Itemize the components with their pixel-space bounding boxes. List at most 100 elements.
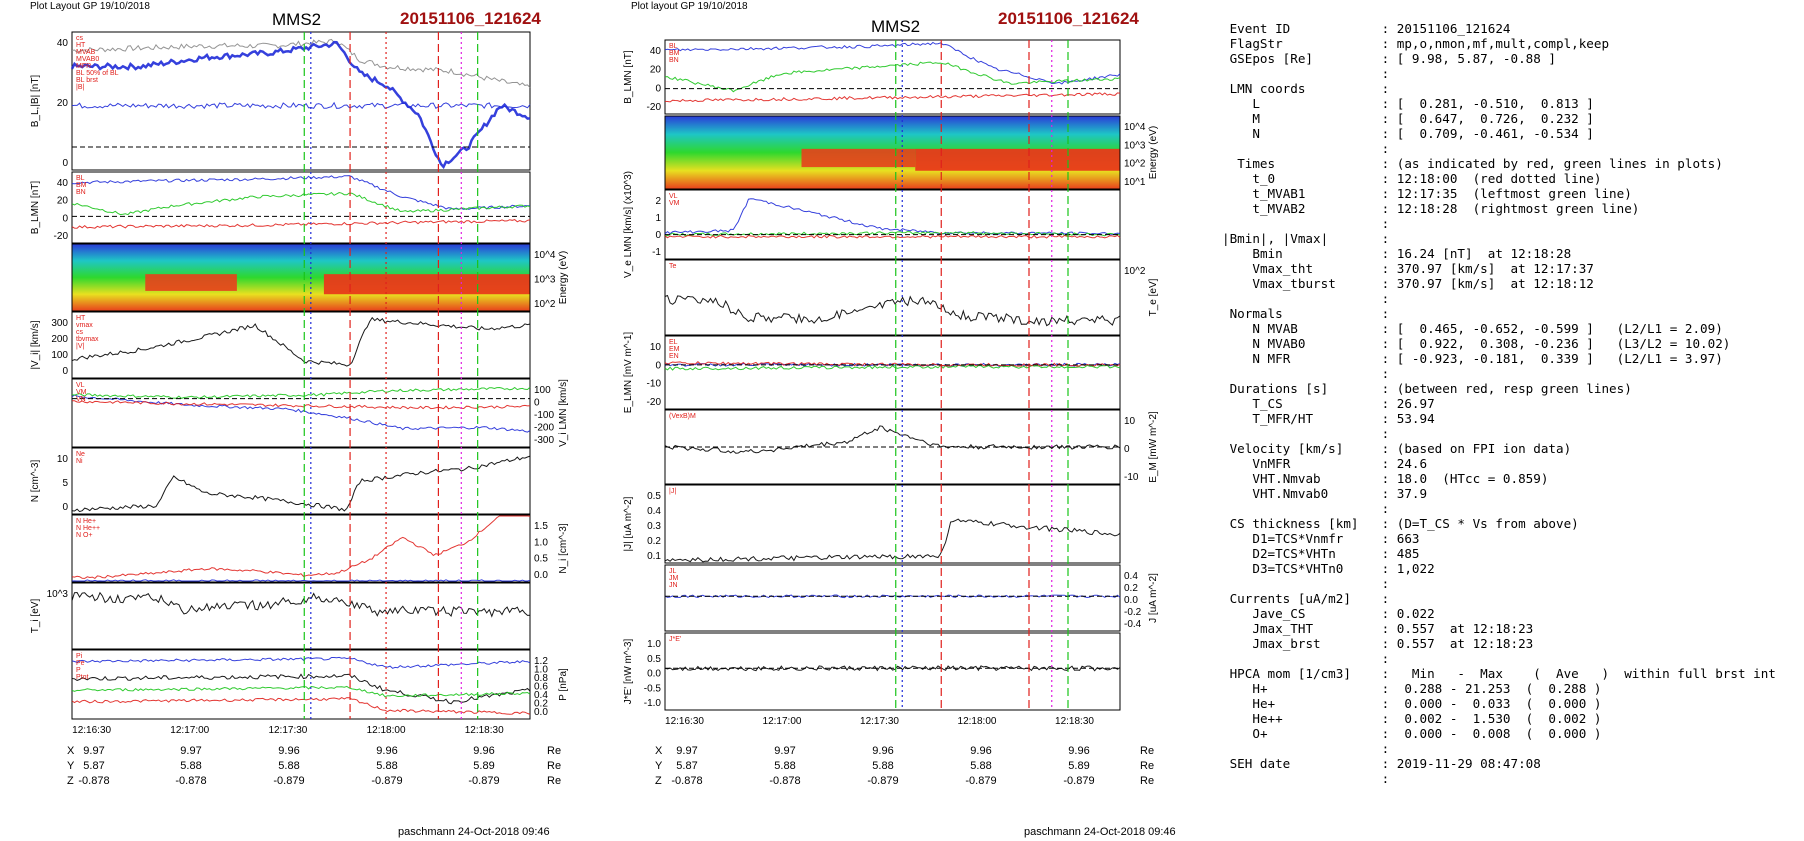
- info-value: :: [1381, 231, 1390, 246]
- info-label: N: [1252, 126, 1260, 141]
- info-label: O+: [1252, 726, 1268, 741]
- right-series-en: [664, 361, 1121, 367]
- right-ytick-label: 0: [655, 360, 661, 371]
- left-ytick-label: 1.5: [534, 521, 548, 532]
- info-row: M: [ 0.647, 0.726, 0.232 ]: [1222, 111, 1792, 126]
- info-value: : 0.002 - 1.530 ( 0.002 ): [1381, 711, 1602, 726]
- left-layout-label: Plot Layout GP 19/10/2018: [30, 1, 150, 12]
- right-spacecraft-title: MMS2: [871, 17, 921, 36]
- info-row: :: [1222, 366, 1792, 381]
- right-series-bn: [664, 92, 1121, 103]
- info-label: SEH date: [1229, 756, 1291, 771]
- info-value: : [ 0.922, 0.308, -0.236 ] (L3/L2 = 10.0…: [1381, 336, 1731, 351]
- info-value: : 20151106_121624: [1381, 21, 1511, 36]
- left-ytick-label: 200: [51, 334, 68, 345]
- left-series-vm: [71, 386, 531, 399]
- position-coord-label: X: [655, 745, 663, 757]
- left-ylabel: Energy (eV): [558, 251, 569, 304]
- info-row: VHT.Nmvab0: 37.9: [1222, 486, 1792, 501]
- left-spectrogram-band-2: [323, 274, 530, 295]
- right-ytick-label: 0.0: [647, 669, 661, 680]
- info-row: He+: 0.000 - 0.033 ( 0.000 ): [1222, 696, 1792, 711]
- left-series--v-: [71, 316, 531, 367]
- info-value: : (based on FPI ion data): [1381, 441, 1572, 456]
- info-row: VHT.Nmvab: 18.0 (HTcc = 0.859): [1222, 471, 1792, 486]
- info-value: : 16.24 [nT] at 12:18:28: [1381, 246, 1572, 261]
- info-row: D3=TCS*VHTn0: 1,022: [1222, 561, 1792, 576]
- left-series-bn: [71, 219, 531, 229]
- left-series-50-of-bl: [71, 101, 531, 110]
- position-value: 9.97: [774, 745, 796, 757]
- left-ytick-label: 300: [51, 318, 68, 329]
- info-value: : [ -0.923, -0.181, 0.339 ] (L2/L1 = 3.9…: [1381, 351, 1723, 366]
- right-ytick-label: 10^4: [1124, 122, 1146, 133]
- position-value: 5.88: [774, 760, 796, 772]
- info-row: Jmax_brst: 0.557 at 12:18:23: [1222, 636, 1792, 651]
- position-value: 5.88: [180, 760, 202, 772]
- right-panel-9: 1.0 0.5 0.0 -0.5 -1.0 J*E' [nW m^-3] J*E': [623, 632, 1121, 711]
- info-row: Durations [s]: (between red, resp green …: [1222, 381, 1792, 396]
- info-row: :: [1222, 141, 1792, 156]
- left-series-bl: [71, 175, 531, 211]
- info-label: Velocity [km/s]: [1229, 441, 1344, 456]
- left-series-pi: [71, 685, 531, 698]
- left-series-ti: [71, 591, 531, 618]
- right-ylabel: V_e LMN [km/s] (x10^3): [623, 171, 634, 278]
- position-value: 5.88: [970, 760, 992, 772]
- right-series-bl: [664, 41, 1121, 85]
- right-panel-7: 0.5 0.4 0.3 0.2 0.1 |J| [uA m^-2] |J|: [623, 484, 1121, 564]
- position-unit: Re: [1140, 745, 1155, 757]
- info-label: VHT.Nmvab: [1252, 471, 1321, 486]
- left-series-bm: [71, 191, 531, 216]
- right-spectrogram-band-1: [801, 148, 916, 168]
- info-label: VnMFR: [1252, 456, 1291, 471]
- position-value: -0.879: [273, 775, 305, 787]
- left-series-ni: [71, 455, 531, 513]
- left-ytick-label: 0.0: [534, 707, 548, 718]
- info-value: : 0.288 - 21.253 ( 0.288 ): [1381, 681, 1602, 696]
- right-series-vn: [664, 234, 1121, 239]
- right-panel-frame: [664, 484, 1121, 564]
- left-legend-entry: cs: [76, 35, 84, 42]
- left-ytick-label: 40: [57, 178, 69, 189]
- info-value: :: [1381, 291, 1390, 306]
- left-ytick-label: -200: [534, 423, 554, 434]
- right-ylabel: Energy (eV): [1148, 126, 1159, 179]
- left-ytick-label: -100: [534, 410, 554, 421]
- info-value: :: [1381, 216, 1390, 231]
- position-value: -0.879: [867, 775, 899, 787]
- left-legend-entry: VN: [76, 396, 86, 403]
- info-label: t_MVAB1: [1252, 186, 1306, 201]
- info-value: : 26.97: [1381, 396, 1435, 411]
- right-ytick-label: 0.2: [1124, 583, 1138, 594]
- position-coord-label: Z: [655, 775, 662, 787]
- info-label: Vmax_tburst: [1252, 276, 1336, 291]
- position-value: 5.88: [278, 760, 300, 772]
- info-label: LMN coords: [1229, 81, 1306, 96]
- right-ytick-label: 2: [655, 196, 661, 207]
- info-label: H+: [1252, 681, 1268, 696]
- info-row: :: [1222, 216, 1792, 231]
- position-value: -0.878: [175, 775, 207, 787]
- info-row: t_MVAB1: 12:17:35 (leftmost green line): [1222, 186, 1792, 201]
- right-xtick-label: 12:17:00: [763, 716, 802, 727]
- left-ytick-label: 0.2: [534, 699, 548, 710]
- right-ytick-label: -20: [647, 397, 662, 408]
- info-row: [1222, 6, 1792, 21]
- left-ytick-label: 40: [57, 38, 69, 49]
- info-row: Jave_CS: 0.022: [1222, 606, 1792, 621]
- position-value: 5.88: [872, 760, 894, 772]
- info-row: Normals:: [1222, 306, 1792, 321]
- right-xtick-label: 12:16:30: [665, 716, 704, 727]
- info-row: N MVAB0: [ 0.922, 0.308, -0.236 ] (L3/L2…: [1222, 336, 1792, 351]
- right-footer: paschmann 24-Oct-2018 09:46: [1024, 826, 1176, 838]
- info-row: |Bmin|, |Vmax|:: [1222, 231, 1792, 246]
- right-ytick-label: 0: [655, 230, 661, 241]
- position-value: 9.96: [473, 745, 495, 757]
- info-label: Times: [1237, 156, 1276, 171]
- info-row: Velocity [km/s] : (based on FPI ion data): [1222, 441, 1792, 456]
- info-value: : 663: [1381, 531, 1420, 546]
- right-ytick-label: 10: [650, 342, 662, 353]
- right-ytick-label: 40: [650, 46, 662, 57]
